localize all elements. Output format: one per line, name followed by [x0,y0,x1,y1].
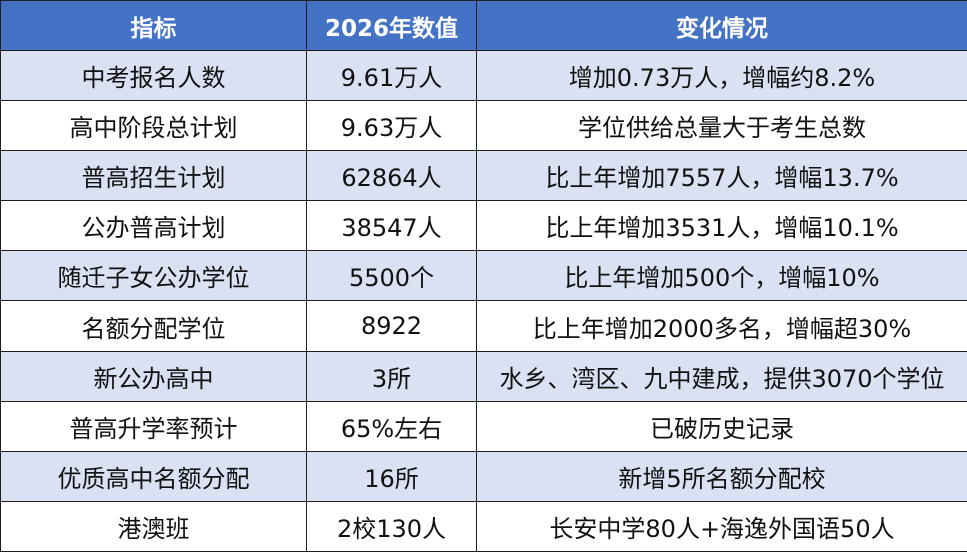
header-change: 变化情况 [476,0,967,51]
cell-change: 新增5所名额分配校 [476,450,967,502]
table-row: 中考报名人数 9.61万人 增加0.73万人，增幅约8.2% [0,49,967,102]
cell-change: 增加0.73万人，增幅约8.2% [476,49,967,102]
cell-change: 比上年增加2000多名，增幅超30% [476,300,967,352]
cell-indicator: 普高招生计划 [0,150,307,202]
cell-change: 已破历史记录 [476,400,967,452]
table-row: 港澳班 2校130人 长安中学80人+海逸外国语50人 [0,500,967,552]
cell-change: 学位供给总量大于考生总数 [476,100,967,152]
table-row: 名额分配学位 8922 比上年增加2000多名，增幅超30% [0,300,967,352]
cell-value: 62864人 [306,150,477,202]
header-value-2026: 2026年数值 [306,0,477,51]
cell-change: 水乡、湾区、九中建成，提供3070个学位 [476,350,967,402]
cell-change: 比上年增加500个，增幅10% [476,250,967,302]
table-row: 普高招生计划 62864人 比上年增加7557人，增幅13.7% [0,150,967,202]
table-row: 普高升学率预计 65%左右 已破历史记录 [0,400,967,452]
cell-indicator: 普高升学率预计 [0,400,307,452]
table-row: 新公办高中 3所 水乡、湾区、九中建成，提供3070个学位 [0,350,967,402]
cell-value: 65%左右 [306,400,477,452]
table-row: 公办普高计划 38547人 比上年增加3531人，增幅10.1% [0,200,967,252]
cell-value: 3所 [306,350,477,402]
cell-value: 8922 [306,300,477,352]
header-indicator: 指标 [0,0,307,51]
cell-indicator: 新公办高中 [0,350,307,402]
table-row: 随迁子女公办学位 5500个 比上年增加500个，增幅10% [0,250,967,302]
table-row: 高中阶段总计划 9.63万人 学位供给总量大于考生总数 [0,100,967,152]
cell-indicator: 港澳班 [0,500,307,552]
table-header-row: 指标 2026年数值 变化情况 [0,0,967,51]
cell-indicator: 公办普高计划 [0,200,307,252]
cell-indicator: 随迁子女公办学位 [0,250,307,302]
cell-indicator: 中考报名人数 [0,49,307,102]
table-row: 优质高中名额分配 16所 新增5所名额分配校 [0,450,967,502]
cell-value: 9.63万人 [306,100,477,152]
cell-change: 比上年增加7557人，增幅13.7% [476,150,967,202]
cell-change: 长安中学80人+海逸外国语50人 [476,500,967,552]
cell-value: 5500个 [306,250,477,302]
cell-indicator: 名额分配学位 [0,300,307,352]
cell-value: 16所 [306,450,477,502]
cell-indicator: 高中阶段总计划 [0,100,307,152]
cell-value: 2校130人 [306,500,477,552]
cell-value: 38547人 [306,200,477,252]
cell-change: 比上年增加3531人，增幅10.1% [476,200,967,252]
cell-value: 9.61万人 [306,49,477,102]
cell-indicator: 优质高中名额分配 [0,450,307,502]
